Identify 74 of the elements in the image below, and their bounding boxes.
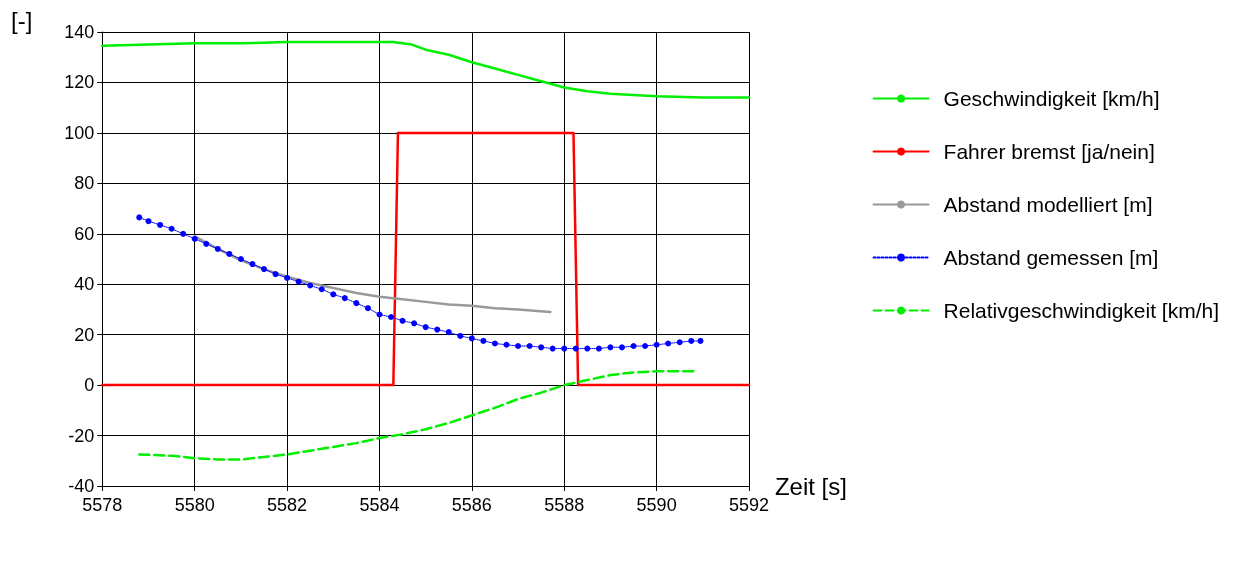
point [191,235,198,242]
x-axis-title: Zeit [s] [774,472,847,500]
point [226,250,233,257]
point [642,343,649,350]
x-tick-label: 5580 [174,495,215,515]
point [434,326,441,333]
x-tick-label: 5578 [82,495,123,515]
point [307,282,314,289]
point [630,343,637,350]
point [653,341,660,348]
point [272,271,279,278]
point [538,344,545,351]
y-tick-label: 20 [74,324,95,345]
point [457,332,464,339]
x-tick-label: 5590 [636,495,677,515]
point [341,295,348,302]
point [676,339,683,346]
point [618,344,625,351]
point [180,230,187,237]
legend-label: Abstand modelliert [m] [943,193,1153,216]
point [422,324,429,331]
line-series [193,235,552,314]
x-tick-label: 5588 [544,495,585,515]
point [353,300,360,307]
point [411,320,418,327]
point [388,314,395,321]
legend-label: Fahrer bremst [ja/nein] [943,140,1155,163]
y-tick-label: 120 [64,72,95,93]
point [157,221,164,228]
x-tick-label: 5584 [359,495,400,515]
y-tick-label: 60 [74,223,95,244]
point [330,291,337,298]
point [168,225,175,232]
point [515,343,522,350]
y-tick-label: 100 [64,122,95,143]
point [399,317,406,324]
point [249,261,256,268]
point [237,256,244,262]
point [595,345,602,352]
legend-label: Relativgeschwindigkeit [km/h] [943,299,1219,322]
point [261,266,267,273]
x-tick-label: 5592 [728,495,770,515]
point [491,340,498,347]
point [480,337,487,344]
point [145,218,152,225]
y-tick-label: -40 [68,476,95,496]
point [445,329,452,336]
point [214,245,221,252]
y-tick-label: 140 [64,22,95,42]
point [376,311,383,318]
legend-label: Geschwindigkeit [km/h] [943,87,1160,110]
x-tick-label: 5586 [451,495,492,515]
x-tick-label: 5582 [267,495,308,515]
point [572,345,579,352]
point [136,214,143,221]
legend-label: Abstand gemessen [m] [943,246,1159,269]
y-tick-label: 40 [74,274,95,295]
y-axis-title: [-] [11,6,33,34]
point [688,337,695,344]
point [526,343,533,350]
y-tick-label: -20 [68,425,95,446]
y-tick-label: 80 [74,173,95,194]
point [561,345,568,352]
point [284,274,291,281]
point [203,240,210,247]
point [364,305,371,312]
point [665,340,672,347]
point [607,344,614,351]
y-tick-label: 0 [84,375,95,396]
point [503,341,510,348]
point [468,335,475,342]
point [295,278,302,285]
point [318,286,325,293]
point [697,337,704,344]
